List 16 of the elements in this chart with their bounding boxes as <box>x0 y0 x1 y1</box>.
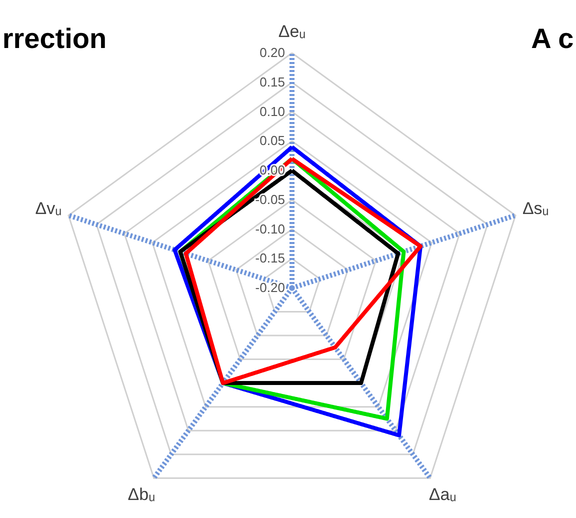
y-tick-label: -0.10 <box>255 221 285 236</box>
text: rrection <box>2 23 107 54</box>
spoke-label: Δeᵤ <box>278 22 306 41</box>
y-tick-label: -0.20 <box>255 280 285 295</box>
y-tick-label: -0.05 <box>255 192 285 207</box>
spoke-label: Δsᵤ <box>522 198 549 218</box>
y-tick-label: 0.05 <box>260 133 285 148</box>
y-tick-label: 0.00 <box>260 162 285 178</box>
spoke-label: Δbᵤ <box>128 485 156 504</box>
y-tick-label: -0.15 <box>255 250 285 266</box>
text: A c <box>531 23 574 54</box>
y-tick-label: 0.10 <box>260 104 285 119</box>
spoke-label: Δaᵤ <box>428 485 456 504</box>
spoke-label: Δvᵤ <box>35 198 62 218</box>
y-tick-label: 0.20 <box>260 45 285 60</box>
y-tick-label: 0.15 <box>260 74 285 90</box>
